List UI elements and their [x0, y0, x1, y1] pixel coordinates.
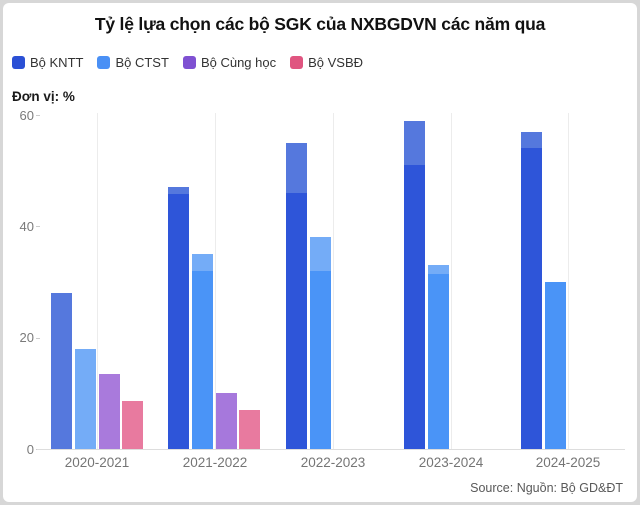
bar-dark-segment: [215, 393, 237, 449]
y-axis-tick-label: 20: [19, 330, 34, 346]
y-axis-tick-label: 60: [19, 107, 34, 123]
legend-label: Bộ CTST: [115, 55, 169, 70]
x-axis-label-2021-2022: 2021-2022: [182, 455, 248, 470]
category-gridline: [451, 113, 452, 449]
y-axis-tick-mark: [36, 226, 40, 228]
legend: Bộ KNTT Bộ CTST Bộ Cùng học Bộ VSBĐ: [12, 55, 629, 70]
legend-swatch-icon: [12, 56, 25, 69]
bar-dark-segment: [544, 282, 566, 449]
legend-label: Bộ KNTT: [30, 55, 84, 70]
y-axis-unit-label: Đơn vị: %: [12, 89, 75, 104]
category-gridline: [333, 113, 334, 449]
y-axis-tick-label: 40: [19, 218, 34, 234]
legend-item-3[interactable]: Bộ Cùng học: [182, 55, 277, 70]
legend-swatch-icon: [290, 56, 304, 69]
bar-dark-segment: [404, 165, 426, 449]
bar-dark-segment: [285, 192, 307, 449]
bar-dark-segment: [239, 410, 261, 449]
bar-dark-segment: [168, 194, 189, 449]
legend-swatch-icon: [97, 56, 111, 69]
bar-dark-segment: [521, 148, 542, 449]
legend-swatch-icon: [182, 56, 196, 69]
y-axis-tick-mark: [36, 115, 40, 116]
category-gridline: [215, 113, 216, 449]
legend-item-1[interactable]: Bộ KNTT: [12, 55, 83, 70]
legend-label: Bộ VSBĐ: [308, 55, 364, 70]
chart-card: Tỷ lệ lựa chọn các bộ SGK của NXBGDVN cá…: [3, 3, 637, 502]
x-axis-label-2023-2024: 2023-2024: [418, 455, 484, 470]
bar-bộ-vsbđ-2020-2021: [122, 401, 144, 449]
bar-bộ-cùng-học-2020-2021: [98, 373, 120, 449]
category-gridline: [97, 113, 98, 449]
y-axis-tick-label: 0: [26, 441, 34, 457]
bar-dark-segment: [191, 270, 213, 449]
x-axis-baseline: [37, 449, 625, 450]
bar-bộ-kntt-2020-2021: [51, 293, 72, 449]
y-axis-tick-mark: [36, 337, 40, 339]
bar-dark-segment: [309, 270, 331, 449]
x-axis-label-2024-2025: 2024-2025: [535, 455, 601, 470]
category-gridline: [568, 113, 569, 449]
x-axis-label-2020-2021: 2020-2021: [64, 455, 130, 470]
x-axis-label-2022-2023: 2022-2023: [300, 455, 366, 470]
source-credit: Source: Nguồn: Bộ GD&ĐT: [470, 481, 623, 495]
legend-label: Bộ Cùng học: [200, 55, 277, 70]
bar-bộ-ctst-2020-2021: [74, 348, 96, 449]
bar-dark-segment: [428, 273, 450, 449]
legend-item-2[interactable]: Bộ CTST: [97, 55, 169, 70]
chart-title: Tỷ lệ lựa chọn các bộ SGK của NXBGDVN cá…: [94, 14, 546, 34]
plot-area: 0 20 40 60 2020-2021 2021-2022 2022-2023 2023-2…: [3, 3, 637, 502]
legend-item-4[interactable]: Bộ VSBĐ: [290, 55, 363, 70]
